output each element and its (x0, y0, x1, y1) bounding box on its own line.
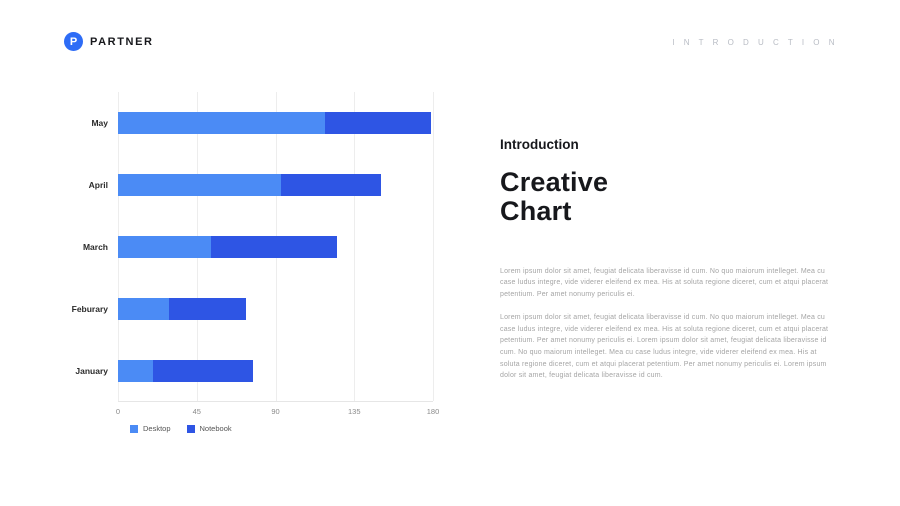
partner-logo-icon: P (64, 32, 83, 51)
bar-segment-desktop (118, 298, 169, 320)
bar-segment-notebook (324, 112, 432, 134)
stacked-bar-january (118, 360, 253, 382)
x-tick-label: 135 (347, 407, 361, 416)
category-label-feburary: Feburary (71, 304, 108, 314)
logo: P PARTNER (64, 32, 154, 51)
legend-label-desktop: Desktop (143, 424, 171, 433)
category-label-april: April (88, 180, 108, 190)
kicker-heading: Introduction (500, 137, 579, 152)
chart-row-feburary (118, 278, 433, 340)
logo-text: PARTNER (90, 35, 154, 48)
chart-row-april (118, 154, 433, 216)
stacked-bar-april (118, 174, 381, 196)
x-tick-label: 45 (192, 407, 201, 416)
body-paragraph-2: Lorem ipsum dolor sit amet, feugiat deli… (500, 314, 829, 380)
bar-segment-notebook (280, 174, 381, 196)
chart-category-labels: May April March Feburary January (66, 92, 118, 402)
stacked-bar-feburary (118, 298, 246, 320)
x-tick-label: 90 (271, 407, 280, 416)
chart-row-may (118, 92, 433, 154)
chart-row-january (118, 340, 433, 402)
legend-item-notebook: Notebook (186, 424, 232, 433)
stacked-bar-march (118, 236, 337, 258)
bar-segment-desktop (118, 236, 211, 258)
category-label-january: January (75, 366, 108, 376)
bar-segment-desktop (118, 360, 153, 382)
bar-segment-notebook (210, 236, 337, 258)
text-column: Introduction Creative Chart Lorem ipsum … (500, 137, 838, 394)
legend-label-notebook: Notebook (199, 424, 232, 433)
x-tick-label: 0 (115, 407, 121, 416)
gridline (433, 92, 434, 401)
page-title-line-1: Creative (500, 167, 609, 197)
chart-plot (118, 92, 434, 402)
chart-legend: Desktop Notebook (130, 424, 433, 433)
gridline (354, 92, 356, 401)
bar-chart: May April March Feburary January 0 45 90 135 180… (66, 92, 439, 433)
category-label-march: March (82, 242, 108, 252)
x-tick-label: 180 (426, 407, 440, 416)
category-label-may: May (91, 118, 108, 128)
legend-item-desktop: Desktop (130, 424, 171, 433)
chart-axis-ticks: 0 45 90 135 180 (115, 402, 439, 418)
chart-row-march (118, 216, 433, 278)
section-label: I N T R O D U C T I O N (672, 38, 838, 47)
legend-swatch-desktop (130, 424, 138, 433)
page-title-line-2: Chart (500, 195, 572, 226)
stacked-bar-may (118, 112, 432, 134)
bar-segment-notebook (168, 298, 246, 320)
page-title: Creative Chart (500, 168, 838, 226)
bar-segment-notebook (153, 360, 253, 382)
bar-segment-desktop (118, 112, 325, 134)
legend-swatch-notebook (186, 424, 195, 433)
body-paragraph-1: Lorem ipsum dolor sit amet, feugiat deli… (500, 267, 829, 298)
bar-segment-desktop (118, 174, 281, 196)
